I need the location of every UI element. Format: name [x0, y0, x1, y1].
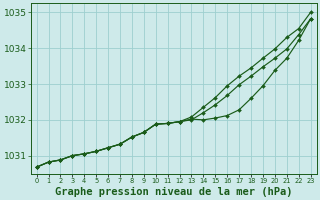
- X-axis label: Graphe pression niveau de la mer (hPa): Graphe pression niveau de la mer (hPa): [55, 186, 292, 197]
